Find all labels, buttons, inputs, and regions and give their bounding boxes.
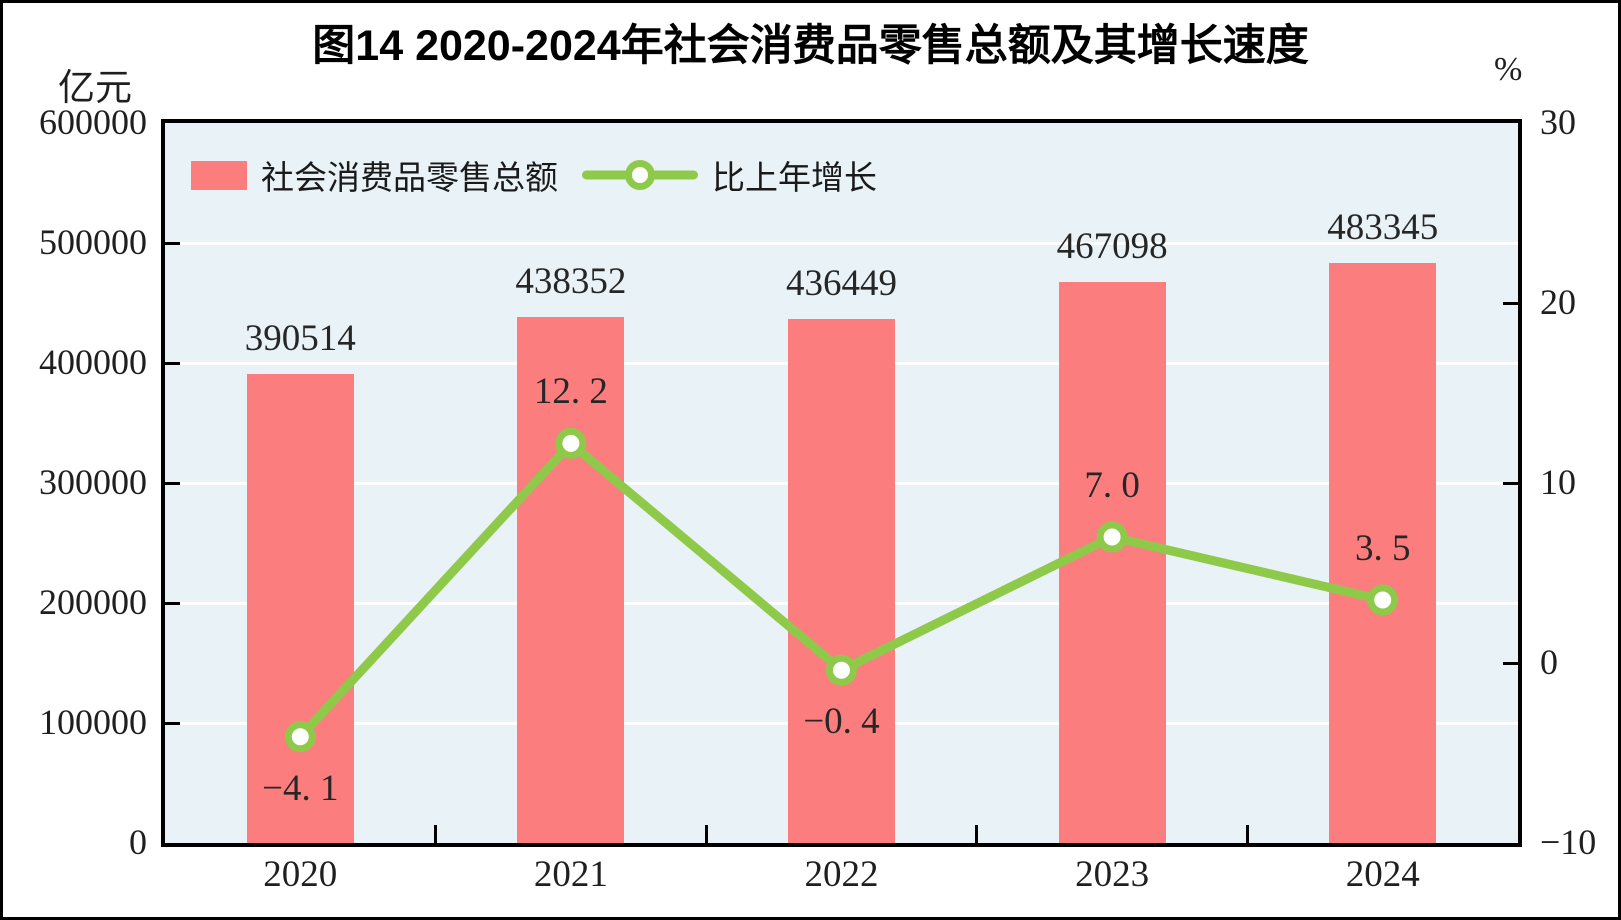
line-legend-marker-icon [625, 160, 655, 190]
chart-title: 图14 2020-2024年社会消费品零售总额及其增长速度 [312, 22, 1309, 70]
line-marker-2024 [1367, 584, 1399, 616]
bar-2021 [517, 316, 625, 843]
left-axis-tick [165, 481, 180, 485]
line-marker-2021 [555, 427, 587, 459]
bar-value-label: 483345 [1327, 206, 1439, 248]
left-axis-tick [165, 361, 180, 365]
bar-value-label: 390514 [244, 318, 356, 360]
left-axis-tick-label: 100000 [39, 702, 147, 743]
left-axis-tick-label: 600000 [39, 102, 147, 143]
line-marker-2020 [284, 721, 316, 753]
x-axis-category-label: 2022 [804, 854, 879, 895]
bar-series-legend-label: 社会消费品零售总额 [261, 161, 558, 197]
right-axis-tick-label: 0 [1540, 642, 1558, 683]
line-value-label: 3. 5 [1354, 528, 1411, 569]
right-axis-tick-label: 20 [1540, 282, 1576, 323]
line-marker-2023 [1096, 521, 1128, 553]
x-axis-category-label: 2020 [263, 854, 338, 895]
bar-series-legend-swatch [191, 160, 247, 190]
x-axis-category-label: 2023 [1075, 854, 1150, 895]
line-value-label: −0. 4 [803, 701, 880, 743]
left-axis-tick-label: 400000 [39, 342, 147, 383]
left-axis-tick-label: 300000 [39, 462, 147, 503]
left-axis-tick [165, 721, 180, 725]
line-value-label: −4. 1 [262, 767, 339, 809]
x-axis-tick [704, 825, 708, 843]
chart-legend: 社会消费品零售总额 比上年增长 [191, 151, 877, 199]
bar-2020 [246, 374, 354, 843]
bar-2023 [1058, 282, 1166, 843]
gridline [165, 242, 1518, 245]
left-axis-unit-label: 亿元 [58, 68, 132, 109]
right-axis-tick [1503, 481, 1518, 485]
right-axis-tick-label: 10 [1540, 462, 1576, 503]
right-axis-unit-label: % [1494, 51, 1523, 88]
left-axis-tick [165, 241, 180, 245]
line-value-label: 12. 2 [533, 371, 608, 413]
bar-2022 [788, 319, 895, 843]
left-axis-tick-label: 0 [129, 822, 147, 863]
bar-value-label: 436449 [786, 263, 897, 305]
bar-value-label: 438352 [515, 260, 627, 302]
growth-line [295, 438, 1388, 742]
right-axis-tick-label: −10 [1540, 822, 1597, 863]
plot-inner: 社会消费品零售总额 比上年增长 390514 438352 436449 467098… [165, 123, 1518, 843]
line-marker-2022 [826, 654, 857, 686]
line-value-label: 7. 0 [1084, 465, 1140, 506]
right-axis-tick [1503, 661, 1518, 665]
x-axis-tick [975, 825, 979, 843]
x-axis-category-label: 2021 [533, 854, 608, 895]
left-axis-tick-label: 500000 [39, 222, 147, 263]
growth-line-chart [284, 427, 1399, 753]
bar-2024 [1329, 262, 1437, 843]
bar-value-label: 467098 [1056, 226, 1168, 268]
line-series-legend-label: 比上年增长 [712, 161, 877, 197]
x-axis-tick [434, 825, 438, 843]
right-axis-tick-label: 30 [1540, 102, 1576, 143]
x-axis-category-label: 2024 [1345, 854, 1420, 895]
left-axis-tick-label: 200000 [39, 582, 147, 623]
line-series-legend-sample [582, 159, 698, 191]
plot-area: 社会消费品零售总额 比上年增长 390514 438352 436449 467098… [161, 119, 1522, 847]
right-axis-tick [1503, 301, 1518, 305]
left-axis-tick [165, 601, 180, 605]
x-axis-tick [1245, 825, 1249, 843]
